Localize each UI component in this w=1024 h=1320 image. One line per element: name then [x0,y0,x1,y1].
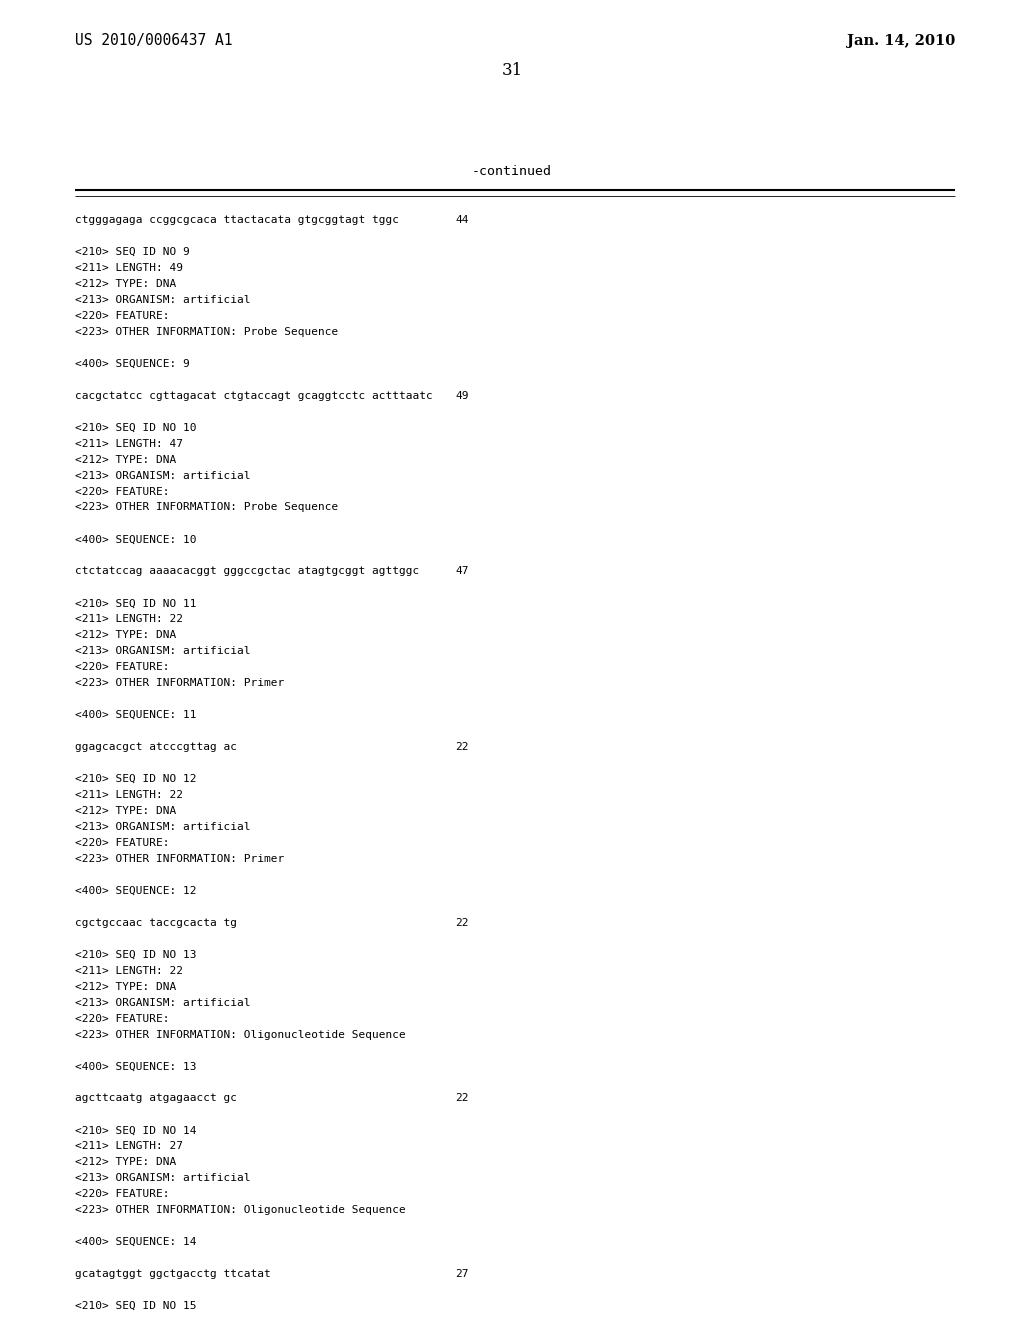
Text: <212> TYPE: DNA: <212> TYPE: DNA [75,807,176,816]
Text: <211> LENGTH: 49: <211> LENGTH: 49 [75,263,183,273]
Text: cacgctatcc cgttagacat ctgtaccagt gcaggtcctc actttaatc: cacgctatcc cgttagacat ctgtaccagt gcaggtc… [75,391,433,401]
Text: <210> SEQ ID NO 12: <210> SEQ ID NO 12 [75,774,197,784]
Text: <400> SEQUENCE: 11: <400> SEQUENCE: 11 [75,710,197,721]
Text: ctctatccag aaaacacggt gggccgctac atagtgcggt agttggc: ctctatccag aaaacacggt gggccgctac atagtgc… [75,566,419,577]
Text: 47: 47 [455,566,469,577]
Text: gcatagtggt ggctgacctg ttcatat: gcatagtggt ggctgacctg ttcatat [75,1269,270,1279]
Text: <213> ORGANISM: artificial: <213> ORGANISM: artificial [75,470,251,480]
Text: <211> LENGTH: 22: <211> LENGTH: 22 [75,966,183,975]
Text: 22: 22 [455,917,469,928]
Text: <400> SEQUENCE: 10: <400> SEQUENCE: 10 [75,535,197,544]
Text: <220> FEATURE:: <220> FEATURE: [75,310,170,321]
Text: agcttcaatg atgagaacct gc: agcttcaatg atgagaacct gc [75,1093,237,1104]
Text: <212> TYPE: DNA: <212> TYPE: DNA [75,1158,176,1167]
Text: <213> ORGANISM: artificial: <213> ORGANISM: artificial [75,647,251,656]
Text: <212> TYPE: DNA: <212> TYPE: DNA [75,454,176,465]
Text: 49: 49 [455,391,469,401]
Text: 22: 22 [455,1093,469,1104]
Text: <212> TYPE: DNA: <212> TYPE: DNA [75,630,176,640]
Text: <212> TYPE: DNA: <212> TYPE: DNA [75,982,176,991]
Text: <220> FEATURE:: <220> FEATURE: [75,487,170,496]
Text: <220> FEATURE:: <220> FEATURE: [75,1189,170,1200]
Text: <220> FEATURE:: <220> FEATURE: [75,838,170,847]
Text: ggagcacgct atcccgttag ac: ggagcacgct atcccgttag ac [75,742,237,752]
Text: <211> LENGTH: 22: <211> LENGTH: 22 [75,789,183,800]
Text: 31: 31 [502,62,522,79]
Text: <220> FEATURE:: <220> FEATURE: [75,663,170,672]
Text: <223> OTHER INFORMATION: Probe Sequence: <223> OTHER INFORMATION: Probe Sequence [75,327,338,337]
Text: <213> ORGANISM: artificial: <213> ORGANISM: artificial [75,822,251,832]
Text: <223> OTHER INFORMATION: Oligonucleotide Sequence: <223> OTHER INFORMATION: Oligonucleotide… [75,1205,406,1216]
Text: <210> SEQ ID NO 11: <210> SEQ ID NO 11 [75,598,197,609]
Text: cgctgccaac taccgcacta tg: cgctgccaac taccgcacta tg [75,917,237,928]
Text: <210> SEQ ID NO 13: <210> SEQ ID NO 13 [75,949,197,960]
Text: <400> SEQUENCE: 14: <400> SEQUENCE: 14 [75,1237,197,1247]
Text: <211> LENGTH: 22: <211> LENGTH: 22 [75,614,183,624]
Text: <213> ORGANISM: artificial: <213> ORGANISM: artificial [75,998,251,1007]
Text: <223> OTHER INFORMATION: Probe Sequence: <223> OTHER INFORMATION: Probe Sequence [75,503,338,512]
Text: -continued: -continued [472,165,552,178]
Text: <400> SEQUENCE: 12: <400> SEQUENCE: 12 [75,886,197,896]
Text: 27: 27 [455,1269,469,1279]
Text: <210> SEQ ID NO 9: <210> SEQ ID NO 9 [75,247,189,257]
Text: <213> ORGANISM: artificial: <213> ORGANISM: artificial [75,1173,251,1183]
Text: <211> LENGTH: 27: <211> LENGTH: 27 [75,1142,183,1151]
Text: <223> OTHER INFORMATION: Primer: <223> OTHER INFORMATION: Primer [75,678,285,688]
Text: <212> TYPE: DNA: <212> TYPE: DNA [75,279,176,289]
Text: ctgggagaga ccggcgcaca ttactacata gtgcggtagt tggc: ctgggagaga ccggcgcaca ttactacata gtgcggt… [75,215,399,224]
Text: <400> SEQUENCE: 13: <400> SEQUENCE: 13 [75,1061,197,1072]
Text: 44: 44 [455,215,469,224]
Text: <210> SEQ ID NO 10: <210> SEQ ID NO 10 [75,422,197,433]
Text: 22: 22 [455,742,469,752]
Text: <223> OTHER INFORMATION: Primer: <223> OTHER INFORMATION: Primer [75,854,285,863]
Text: Jan. 14, 2010: Jan. 14, 2010 [847,34,955,48]
Text: <220> FEATURE:: <220> FEATURE: [75,1014,170,1023]
Text: <400> SEQUENCE: 9: <400> SEQUENCE: 9 [75,359,189,368]
Text: <210> SEQ ID NO 14: <210> SEQ ID NO 14 [75,1126,197,1135]
Text: <213> ORGANISM: artificial: <213> ORGANISM: artificial [75,294,251,305]
Text: <210> SEQ ID NO 15: <210> SEQ ID NO 15 [75,1302,197,1311]
Text: <223> OTHER INFORMATION: Oligonucleotide Sequence: <223> OTHER INFORMATION: Oligonucleotide… [75,1030,406,1040]
Text: US 2010/0006437 A1: US 2010/0006437 A1 [75,33,232,48]
Text: <211> LENGTH: 47: <211> LENGTH: 47 [75,438,183,449]
